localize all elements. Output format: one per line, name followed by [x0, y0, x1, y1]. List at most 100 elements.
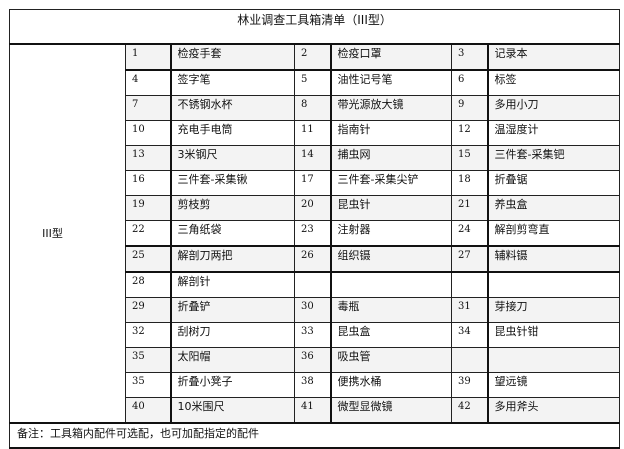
item-number: 8 [294, 95, 331, 121]
item-number: 42 [451, 397, 488, 424]
item-name: 记录本 [486, 43, 621, 71]
item-number: 3 [451, 43, 488, 71]
item-name: 解剖刀两把 [169, 245, 295, 273]
item-name: 油性记号笔 [329, 69, 452, 96]
item-number: 14 [294, 145, 331, 171]
item-name: 注射器 [329, 220, 452, 247]
item-name: 温湿度计 [486, 120, 621, 146]
item-number: 5 [294, 69, 331, 96]
item-number: 6 [451, 69, 488, 96]
item-name: 三件套-采集钯 [486, 145, 621, 171]
item-name: 不锈钢水杯 [169, 95, 295, 121]
item-number: 1 [125, 43, 171, 71]
item-number: 23 [294, 220, 331, 247]
table-row: III型 1 检疫手套 2 检疫口罩 3 记录本 [9, 43, 621, 424]
item-name: 毒瓶 [329, 297, 452, 323]
item-name: 检疫手套 [169, 43, 295, 71]
item-name: 便携水桶 [329, 372, 452, 398]
item-name: 三件套-采集尖铲 [329, 170, 452, 196]
table-row: 19 剪枝剪 20 昆虫针 21 养虫盒 [10, 195, 621, 221]
item-name [329, 271, 452, 298]
toolbox-table: 林业调查工具箱清单（III型） III型 1 检疫手套 2 检疫口罩 3 记录本 4 签字笔 5 油… [8, 9, 621, 449]
item-number: 32 [125, 322, 171, 348]
table-row: 29 折叠铲 30 毒瓶 31 芽接刀 [10, 297, 621, 323]
item-name [486, 347, 621, 373]
item-number: 24 [451, 220, 488, 247]
item-number: 4 [125, 69, 171, 96]
item-number: 17 [294, 170, 331, 196]
item-number: 13 [125, 145, 171, 171]
item-number: 22 [125, 220, 171, 247]
item-name: 10米围尺 [169, 397, 295, 424]
item-number: 40 [125, 397, 171, 424]
item-name: 望远镜 [486, 372, 621, 398]
table-row: 35 太阳帽 36 吸虫管 [10, 347, 621, 373]
table-title: 林业调查工具箱清单（III型） [8, 9, 621, 45]
item-name: 解剖剪弯直 [486, 220, 621, 247]
item-name: 昆虫盒 [329, 322, 452, 348]
item-number: 33 [294, 322, 331, 348]
item-name: 辅料镊 [486, 245, 621, 273]
item-number: 25 [125, 245, 171, 273]
item-number [451, 347, 488, 373]
item-number: 7 [125, 95, 171, 121]
item-number: 35 [125, 347, 171, 373]
item-name: 多用斧头 [486, 397, 621, 424]
item-number: 18 [451, 170, 488, 196]
item-number: 2 [294, 43, 331, 71]
item-name: 昆虫针钳 [486, 322, 621, 348]
item-number: 27 [451, 245, 488, 273]
item-name: 三角纸袋 [169, 220, 295, 247]
item-name: 标签 [486, 69, 621, 96]
item-name: 折叠锯 [486, 170, 621, 196]
item-number: 36 [294, 347, 331, 373]
item-number: 35 [125, 372, 171, 398]
item-number: 15 [451, 145, 488, 171]
item-name: 指南针 [329, 120, 452, 146]
item-number: 16 [125, 170, 171, 196]
item-number: 30 [294, 297, 331, 323]
item-number: 31 [451, 297, 488, 323]
item-number: 39 [451, 372, 488, 398]
item-name [486, 271, 621, 298]
table-row: 35 折叠小凳子 38 便携水桶 39 望远镜 [10, 372, 621, 398]
item-name: 折叠小凳子 [169, 372, 295, 398]
toolbox-list-document: 林业调查工具箱清单（III型） III型 1 检疫手套 2 检疫口罩 3 记录本 4 签字笔 5 油… [8, 9, 621, 449]
item-name: 解剖针 [169, 271, 295, 298]
item-number [294, 271, 331, 298]
item-name: 太阳帽 [169, 347, 295, 373]
table-row: 4 签字笔 5 油性记号笔 6 标签 [10, 69, 621, 96]
item-number: 9 [451, 95, 488, 121]
item-number: 38 [294, 372, 331, 398]
item-name: 检疫口罩 [329, 43, 452, 71]
item-number: 26 [294, 245, 331, 273]
item-name: 充电手电筒 [169, 120, 295, 146]
item-name: 签字笔 [169, 69, 295, 96]
item-name: 折叠铲 [169, 297, 295, 323]
table-row: 32 刮树刀 33 昆虫盒 34 昆虫针钳 [10, 322, 621, 348]
item-number: 21 [451, 195, 488, 221]
item-name: 多用小刀 [486, 95, 621, 121]
item-number: 34 [451, 322, 488, 348]
item-name: 芽接刀 [486, 297, 621, 323]
table-note: 备注：工具箱内配件可选配，也可加配指定的配件 [8, 422, 621, 449]
item-number: 20 [294, 195, 331, 221]
item-number: 10 [125, 120, 171, 146]
item-number [451, 271, 488, 298]
item-number: 12 [451, 120, 488, 146]
item-name: 刮树刀 [169, 322, 295, 348]
table-row: 13 3米钢尺 14 捕虫网 15 三件套-采集钯 [10, 145, 621, 171]
item-number: 19 [125, 195, 171, 221]
item-number: 28 [125, 271, 171, 298]
type-label: III型 [9, 43, 126, 424]
item-name: 组织镊 [329, 245, 452, 273]
item-number: 11 [294, 120, 331, 146]
item-name: 带光源放大镜 [329, 95, 452, 121]
item-name: 微型显微镜 [329, 397, 452, 424]
item-name: 3米钢尺 [169, 145, 295, 171]
item-name: 养虫盒 [486, 195, 621, 221]
item-name: 吸虫管 [329, 347, 452, 373]
item-name: 剪枝剪 [169, 195, 295, 221]
item-number: 29 [125, 297, 171, 323]
item-name: 捕虫网 [329, 145, 452, 171]
